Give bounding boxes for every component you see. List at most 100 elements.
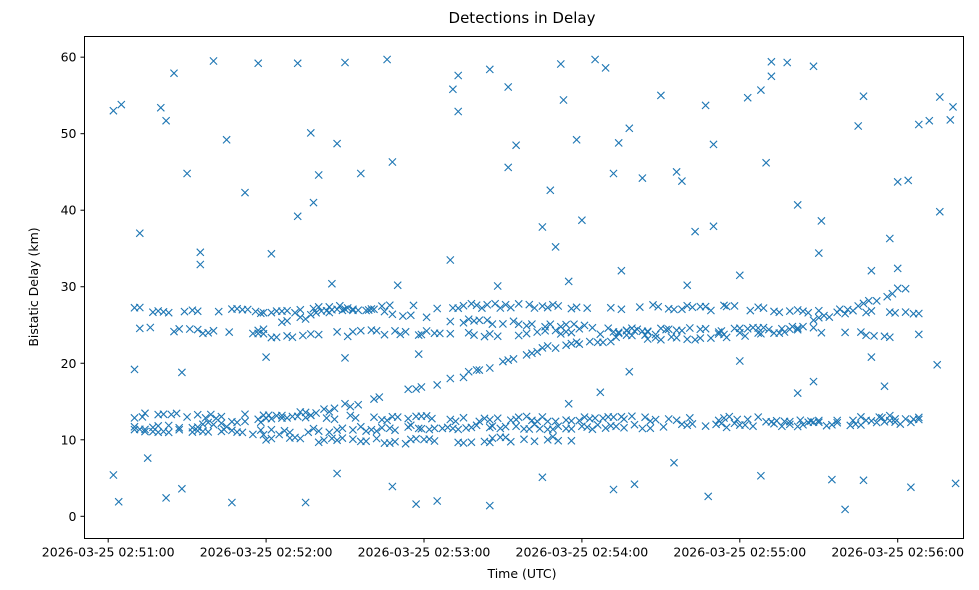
data-point-marker: [691, 335, 700, 344]
data-point-marker: [109, 471, 118, 479]
data-point-marker: [275, 430, 284, 439]
data-point-marker: [333, 469, 342, 478]
data-point-marker: [380, 307, 389, 316]
data-point-marker: [377, 302, 386, 311]
data-point-marker: [875, 413, 884, 422]
data-point-marker: [130, 413, 139, 422]
data-point-marker: [643, 335, 652, 343]
data-point-marker: [372, 427, 381, 436]
data-point-marker: [512, 141, 521, 150]
data-point-marker: [951, 479, 960, 488]
data-point-marker: [485, 65, 494, 74]
data-point-marker: [849, 306, 857, 315]
data-point-marker: [856, 328, 865, 337]
data-point-marker: [435, 329, 444, 338]
data-point-marker: [567, 328, 576, 337]
data-point-marker: [577, 216, 586, 225]
data-point-marker: [564, 399, 573, 408]
data-point-marker: [885, 411, 894, 420]
data-point-marker: [575, 416, 584, 425]
data-point-marker: [301, 413, 310, 422]
data-point-marker: [156, 103, 165, 112]
data-point-marker: [188, 428, 197, 437]
data-point-marker: [267, 308, 276, 317]
data-point-marker: [256, 426, 265, 435]
data-point-marker: [901, 415, 910, 423]
data-point-marker: [580, 413, 589, 422]
data-point-marker: [793, 389, 802, 398]
data-point-marker: [417, 383, 426, 391]
data-point-marker: [472, 421, 481, 430]
x-tick-label: 2026-03-25 02:56:00: [831, 545, 964, 560]
data-point-marker: [741, 332, 750, 340]
data-point-marker: [241, 417, 249, 426]
data-point-marker: [604, 324, 613, 333]
data-point-marker: [754, 413, 763, 422]
data-point-marker: [935, 207, 944, 216]
data-point-marker: [567, 424, 576, 433]
data-point-marker: [209, 420, 218, 429]
data-point-marker: [833, 416, 842, 425]
data-point-marker: [617, 305, 626, 314]
data-point-marker: [135, 303, 144, 312]
data-point-marker: [643, 327, 652, 336]
data-point-marker: [627, 412, 636, 421]
data-point-marker: [583, 423, 592, 432]
data-point-marker: [283, 316, 292, 325]
data-point-marker: [485, 329, 494, 338]
data-point-marker: [696, 334, 705, 343]
data-point-marker: [906, 483, 915, 492]
data-point-marker: [588, 425, 597, 434]
data-point-marker: [614, 138, 623, 147]
data-point-marker: [491, 299, 500, 308]
data-point-marker: [175, 423, 184, 432]
data-point-marker: [383, 55, 392, 64]
data-point-marker: [909, 415, 918, 424]
data-point-marker: [714, 416, 723, 425]
data-point-marker: [459, 301, 468, 310]
data-point-marker: [227, 498, 236, 507]
data-point-marker: [509, 354, 518, 363]
data-point-marker: [422, 411, 431, 420]
data-point-marker: [312, 308, 321, 317]
data-point-marker: [241, 188, 249, 197]
data-point-marker: [377, 423, 386, 432]
data-point-marker: [306, 128, 315, 137]
data-point-marker: [325, 407, 334, 416]
data-point-marker: [264, 411, 273, 420]
data-point-marker: [135, 229, 144, 238]
data-point-marker: [293, 59, 302, 68]
data-point-marker: [309, 424, 318, 433]
data-point-marker: [664, 415, 673, 423]
data-point-marker: [341, 399, 349, 408]
data-point-marker: [606, 303, 615, 312]
data-point-marker: [422, 327, 431, 335]
data-point-marker: [496, 424, 505, 433]
data-point-marker: [306, 310, 315, 319]
data-point-marker: [483, 300, 492, 309]
data-point-marker: [301, 498, 310, 507]
data-point-marker: [659, 422, 668, 431]
data-point-marker: [670, 305, 678, 314]
data-point-marker: [556, 60, 565, 68]
data-point-marker: [651, 330, 660, 339]
data-point-marker: [775, 308, 784, 317]
data-point-marker: [333, 139, 342, 148]
data-point-marker: [251, 307, 260, 316]
data-point-marker: [330, 404, 339, 413]
data-point-marker: [533, 328, 542, 336]
data-point-marker: [567, 304, 576, 313]
data-point-marker: [535, 424, 544, 433]
data-point-marker: [380, 330, 389, 339]
data-point-marker: [617, 266, 626, 275]
data-point-marker: [596, 330, 605, 339]
data-point-marker: [493, 414, 502, 423]
data-point-marker: [901, 284, 910, 293]
data-point-marker: [885, 333, 894, 342]
data-point-marker: [146, 323, 155, 332]
data-point-marker: [706, 334, 715, 343]
data-point-marker: [296, 305, 305, 314]
data-point-marker: [664, 325, 673, 334]
data-point-marker: [346, 402, 355, 411]
data-point-marker: [501, 433, 510, 442]
